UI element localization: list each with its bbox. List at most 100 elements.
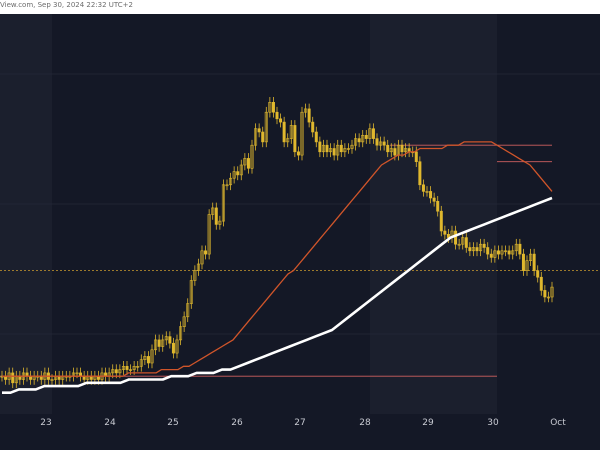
candle-body: [271, 102, 275, 113]
ma-fast-line: [2, 141, 553, 377]
x-tick-label: Oct: [550, 418, 566, 428]
gridlines: [0, 73, 600, 335]
chart-header: View.com, Sep 30, 2024 22:32 UTC+2: [0, 0, 600, 14]
candle-body: [325, 144, 329, 153]
candle-body: [11, 372, 15, 384]
candle-body: [221, 184, 225, 222]
candle-body: [232, 171, 236, 179]
candle-body: [507, 250, 511, 255]
candle-body: [50, 379, 54, 381]
candle-body: [146, 356, 150, 364]
candlestick-chart[interactable]: 23 24 25 26 27 28 29 30 Oct: [0, 14, 600, 450]
candle-body: [229, 177, 233, 186]
candle-body: [289, 125, 293, 139]
x-tick-label: 23: [40, 418, 51, 428]
candle-body: [546, 296, 550, 299]
candle-body: [500, 250, 504, 255]
candle-body: [364, 135, 368, 139]
x-tick-label: 28: [359, 418, 371, 428]
candle-body: [439, 210, 443, 232]
candle-body: [350, 144, 354, 149]
candle-body: [418, 161, 422, 186]
candle-body: [261, 131, 265, 143]
candles: [0, 97, 554, 389]
candle-body: [425, 191, 429, 193]
candle-body: [161, 339, 165, 347]
candle-body: [204, 250, 208, 255]
candle-body: [379, 141, 383, 146]
candle-body: [257, 128, 261, 133]
candle-body: [532, 253, 536, 271]
candle-body: [300, 111, 304, 156]
candle-body: [321, 144, 325, 153]
candle-body: [125, 365, 129, 370]
candle-body: [339, 144, 343, 153]
candle-body: [429, 191, 433, 199]
candle-body: [275, 111, 279, 120]
candle-body: [214, 207, 218, 225]
session-band: [0, 14, 52, 414]
candle-body: [111, 369, 115, 374]
candle-body: [250, 144, 254, 169]
x-axis-strip: [0, 414, 600, 450]
x-tick-label: 26: [231, 418, 243, 428]
candle-body: [225, 184, 229, 187]
candle-body: [236, 171, 240, 176]
candle-body: [182, 316, 186, 327]
candle-body: [539, 276, 543, 291]
candle-body: [121, 365, 125, 370]
plot-background: [0, 14, 600, 450]
candle-body: [493, 250, 497, 258]
candle-body: [254, 128, 258, 146]
candle-body: [286, 138, 290, 143]
candle-body: [329, 148, 333, 153]
candle-body: [436, 201, 440, 212]
candle-body: [457, 243, 461, 246]
x-tick-labels: 23 24 25 26 27 28 29 30 Oct: [40, 418, 566, 428]
ma-slow-line: [2, 196, 553, 394]
x-tick-label: 30: [487, 418, 499, 428]
candle-body: [143, 356, 147, 360]
candle-body: [318, 141, 322, 153]
x-tick-label: 27: [294, 418, 305, 428]
candle-body: [239, 164, 243, 176]
candle-body: [421, 184, 425, 192]
candle-body: [196, 263, 200, 271]
candle-body: [304, 108, 308, 113]
session-band: [370, 14, 497, 414]
candle-body: [346, 148, 350, 150]
candle-body: [114, 369, 118, 374]
candle-body: [536, 270, 540, 278]
candle-body: [75, 372, 79, 375]
candle-body: [200, 250, 204, 265]
candle-body: [246, 158, 250, 169]
candle-body: [521, 253, 525, 271]
candle-body: [414, 151, 418, 163]
x-tick-label: 25: [167, 418, 178, 428]
candle-body: [464, 237, 468, 248]
chart-source-text: View.com, Sep 30, 2024 22:32 UTC+2: [0, 1, 134, 9]
candle-body: [525, 260, 529, 271]
candle-body: [389, 148, 393, 153]
candle-body: [332, 148, 336, 156]
candle-body: [336, 144, 340, 156]
candle-body: [529, 253, 533, 262]
candle-body: [518, 243, 522, 255]
candle-body: [386, 144, 390, 153]
candle-body: [471, 247, 475, 252]
candle-body: [475, 247, 479, 252]
candle-body: [468, 247, 472, 252]
candle-body: [443, 230, 447, 235]
candle-body: [293, 125, 297, 153]
x-tick-label: 24: [104, 418, 116, 428]
candle-body: [400, 144, 404, 153]
candle-body: [504, 250, 508, 253]
candle-body: [193, 270, 197, 281]
candle-body: [243, 158, 247, 166]
candle-body: [175, 339, 179, 354]
candle-body: [157, 339, 161, 347]
candle-body: [264, 111, 268, 143]
candle-body: [482, 243, 486, 248]
candle-body: [393, 148, 397, 156]
candle-body: [279, 118, 283, 123]
